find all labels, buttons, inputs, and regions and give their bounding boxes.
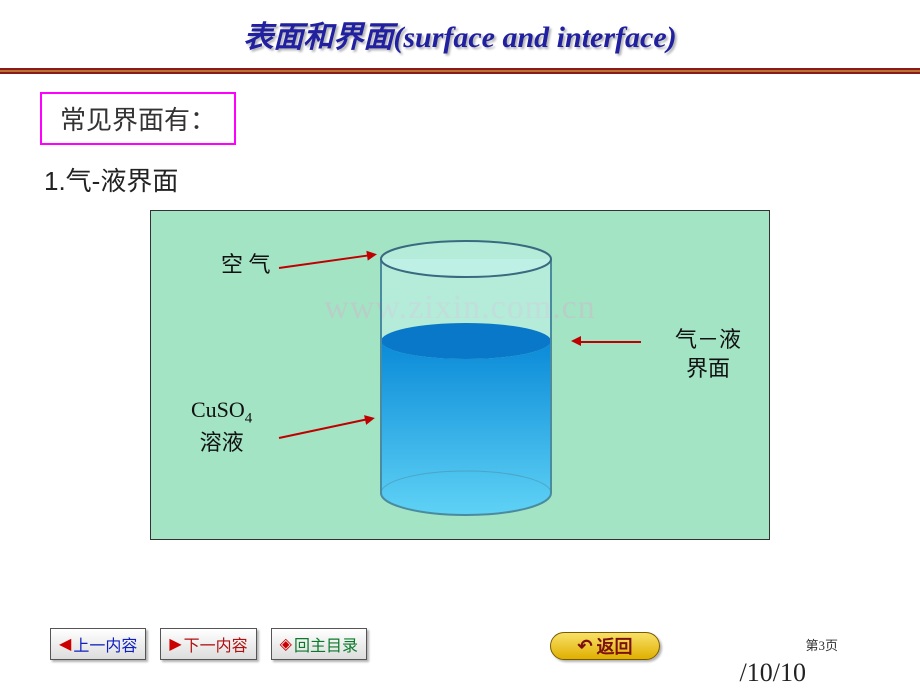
subsection-heading: 1.气-液界面 xyxy=(44,161,888,198)
back-label: 返回 xyxy=(597,633,633,659)
next-button[interactable]: ▶ 下一内容 xyxy=(160,628,256,660)
diamond-icon: ◈ xyxy=(280,634,292,654)
toc-label: 回主目录 xyxy=(294,632,358,656)
label-solution: CuSO4 溶液 xyxy=(191,396,252,457)
section-heading-box: 常见界面有： xyxy=(40,92,236,145)
date-fragment: /10/10 xyxy=(740,658,806,688)
back-button[interactable]: ↶ 返回 xyxy=(550,632,660,660)
title-divider xyxy=(0,68,920,74)
undo-icon: ↶ xyxy=(577,636,592,657)
arrow-gas-liquid-head xyxy=(571,336,581,346)
label-air: 空 气 xyxy=(221,251,271,280)
label-solution-formula: CuSO xyxy=(191,397,245,422)
triangle-left-icon: ◀ xyxy=(59,634,71,654)
prev-label: 上一内容 xyxy=(73,632,137,656)
label-gl-line1: 气－液 xyxy=(675,327,741,352)
content-area: 常见界面有： 1.气-液界面 www.zixin.com.cn xyxy=(0,92,920,540)
label-solution-line2: 溶液 xyxy=(200,430,244,455)
label-solution-sub: 4 xyxy=(245,410,253,426)
page-title: 表面和界面(surface and interface) xyxy=(243,21,676,54)
footer-nav: ◀ 上一内容 ▶ 下一内容 ◈ 回主目录 xyxy=(50,628,367,660)
diagram-figure: www.zixin.com.cn 空 气 xyxy=(150,210,770,540)
toc-button[interactable]: ◈ 回主目录 xyxy=(271,628,367,660)
beaker-diagram xyxy=(351,231,581,526)
arrow-solution-head xyxy=(364,413,376,425)
title-bar: 表面和界面(surface and interface) xyxy=(0,0,920,64)
page-number: 第3页 xyxy=(805,635,838,654)
arrow-gas-liquid xyxy=(579,341,641,343)
next-label: 下一内容 xyxy=(184,632,248,656)
arrow-air-head xyxy=(366,249,377,260)
label-gas-liquid-interface: 气－液 界面 xyxy=(675,326,741,383)
triangle-right-icon: ▶ xyxy=(169,634,181,654)
label-gl-line2: 界面 xyxy=(686,356,730,381)
prev-button[interactable]: ◀ 上一内容 xyxy=(50,628,146,660)
